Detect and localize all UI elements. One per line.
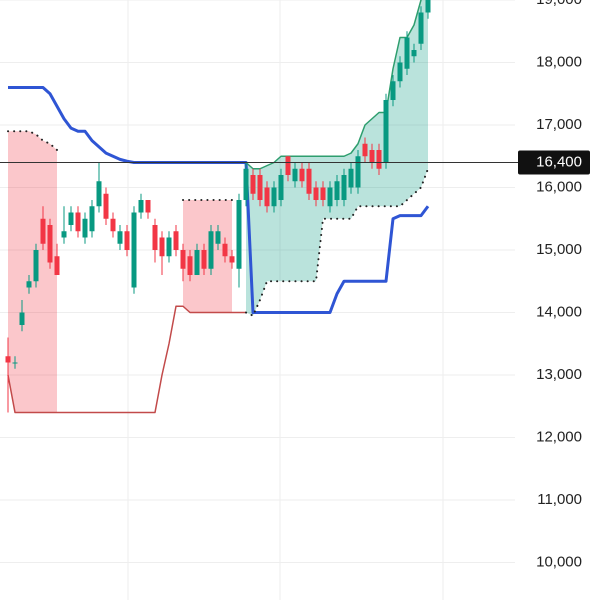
candle-body [229, 256, 235, 263]
y-tick-label: 13,000 [536, 366, 582, 383]
candle-body [425, 0, 431, 13]
y-tick-label: 12,000 [536, 428, 582, 445]
candle-body [236, 200, 242, 269]
candle-body [348, 168, 354, 188]
candle-body [313, 187, 319, 200]
candle-body [397, 62, 403, 82]
candle-body [334, 181, 340, 200]
candle-body [243, 168, 249, 200]
candle-body [187, 256, 193, 275]
candle-body [152, 225, 158, 250]
y-tick-label: 11,000 [537, 491, 582, 508]
candle-body [110, 218, 116, 232]
candle-body [40, 218, 46, 244]
candle-body [285, 156, 291, 175]
candle-body [320, 187, 326, 200]
candle-body [96, 181, 102, 207]
y-tick-label: 14,000 [536, 303, 582, 320]
candle-body [61, 231, 67, 238]
y-tick-label: 17,000 [536, 116, 582, 133]
price-tag-label: 16,400 [536, 153, 582, 170]
candle-body [215, 231, 221, 244]
candle-body [47, 225, 53, 263]
candle-body [376, 150, 382, 169]
candle-body [278, 175, 284, 200]
indicator-line [245, 0, 422, 170]
indicator-line [245, 167, 429, 317]
candle-body [383, 100, 389, 163]
candle-body [26, 281, 32, 288]
candle-body [159, 237, 165, 257]
candle-body [418, 12, 424, 44]
candle-body [292, 168, 298, 182]
candle-body [54, 256, 60, 275]
candle-body [82, 218, 88, 238]
fill-area [246, 0, 428, 316]
candle-body [5, 356, 11, 363]
candle-body [12, 362, 18, 364]
fill-area [183, 200, 232, 313]
candle-body [103, 193, 109, 219]
candle-body [68, 212, 74, 225]
candle-body [208, 231, 214, 269]
candle-body [341, 175, 347, 200]
candle-body [250, 175, 256, 194]
candle-body [390, 81, 396, 100]
candle-body [138, 200, 144, 213]
y-tick-label: 16,000 [536, 178, 582, 195]
y-tick-label: 18,000 [536, 53, 582, 70]
y-tick-label: 15,000 [536, 241, 582, 258]
candle-body [362, 143, 368, 157]
candle-body [201, 250, 207, 269]
candle-body [404, 37, 410, 69]
price-tag [518, 150, 590, 175]
candle-body [124, 231, 130, 250]
candle-body [306, 168, 312, 194]
candle-body [299, 168, 305, 182]
candle-body [180, 250, 186, 269]
y-tick-label: 19,000 [536, 0, 582, 8]
y-tick-label: 10,000 [536, 553, 582, 570]
candle-body [271, 187, 277, 207]
candle-body [131, 212, 137, 288]
candle-body [89, 206, 95, 232]
candle-body [222, 243, 228, 257]
indicator-line [7, 130, 233, 201]
candle-body [145, 200, 151, 213]
candle-body [257, 175, 263, 200]
candle-body [327, 187, 333, 207]
candle-body [173, 231, 179, 250]
indicator-line [7, 305, 246, 414]
candle-body [19, 312, 25, 325]
candle-body [75, 212, 81, 232]
candle-body [117, 231, 123, 244]
fill-area [8, 131, 57, 413]
candle-body [264, 187, 270, 207]
candle-body [194, 250, 200, 275]
candle-body [411, 50, 417, 57]
candle-body [166, 237, 172, 257]
candle-body [33, 250, 39, 282]
candle-body [355, 156, 361, 188]
candle-body [369, 150, 375, 163]
